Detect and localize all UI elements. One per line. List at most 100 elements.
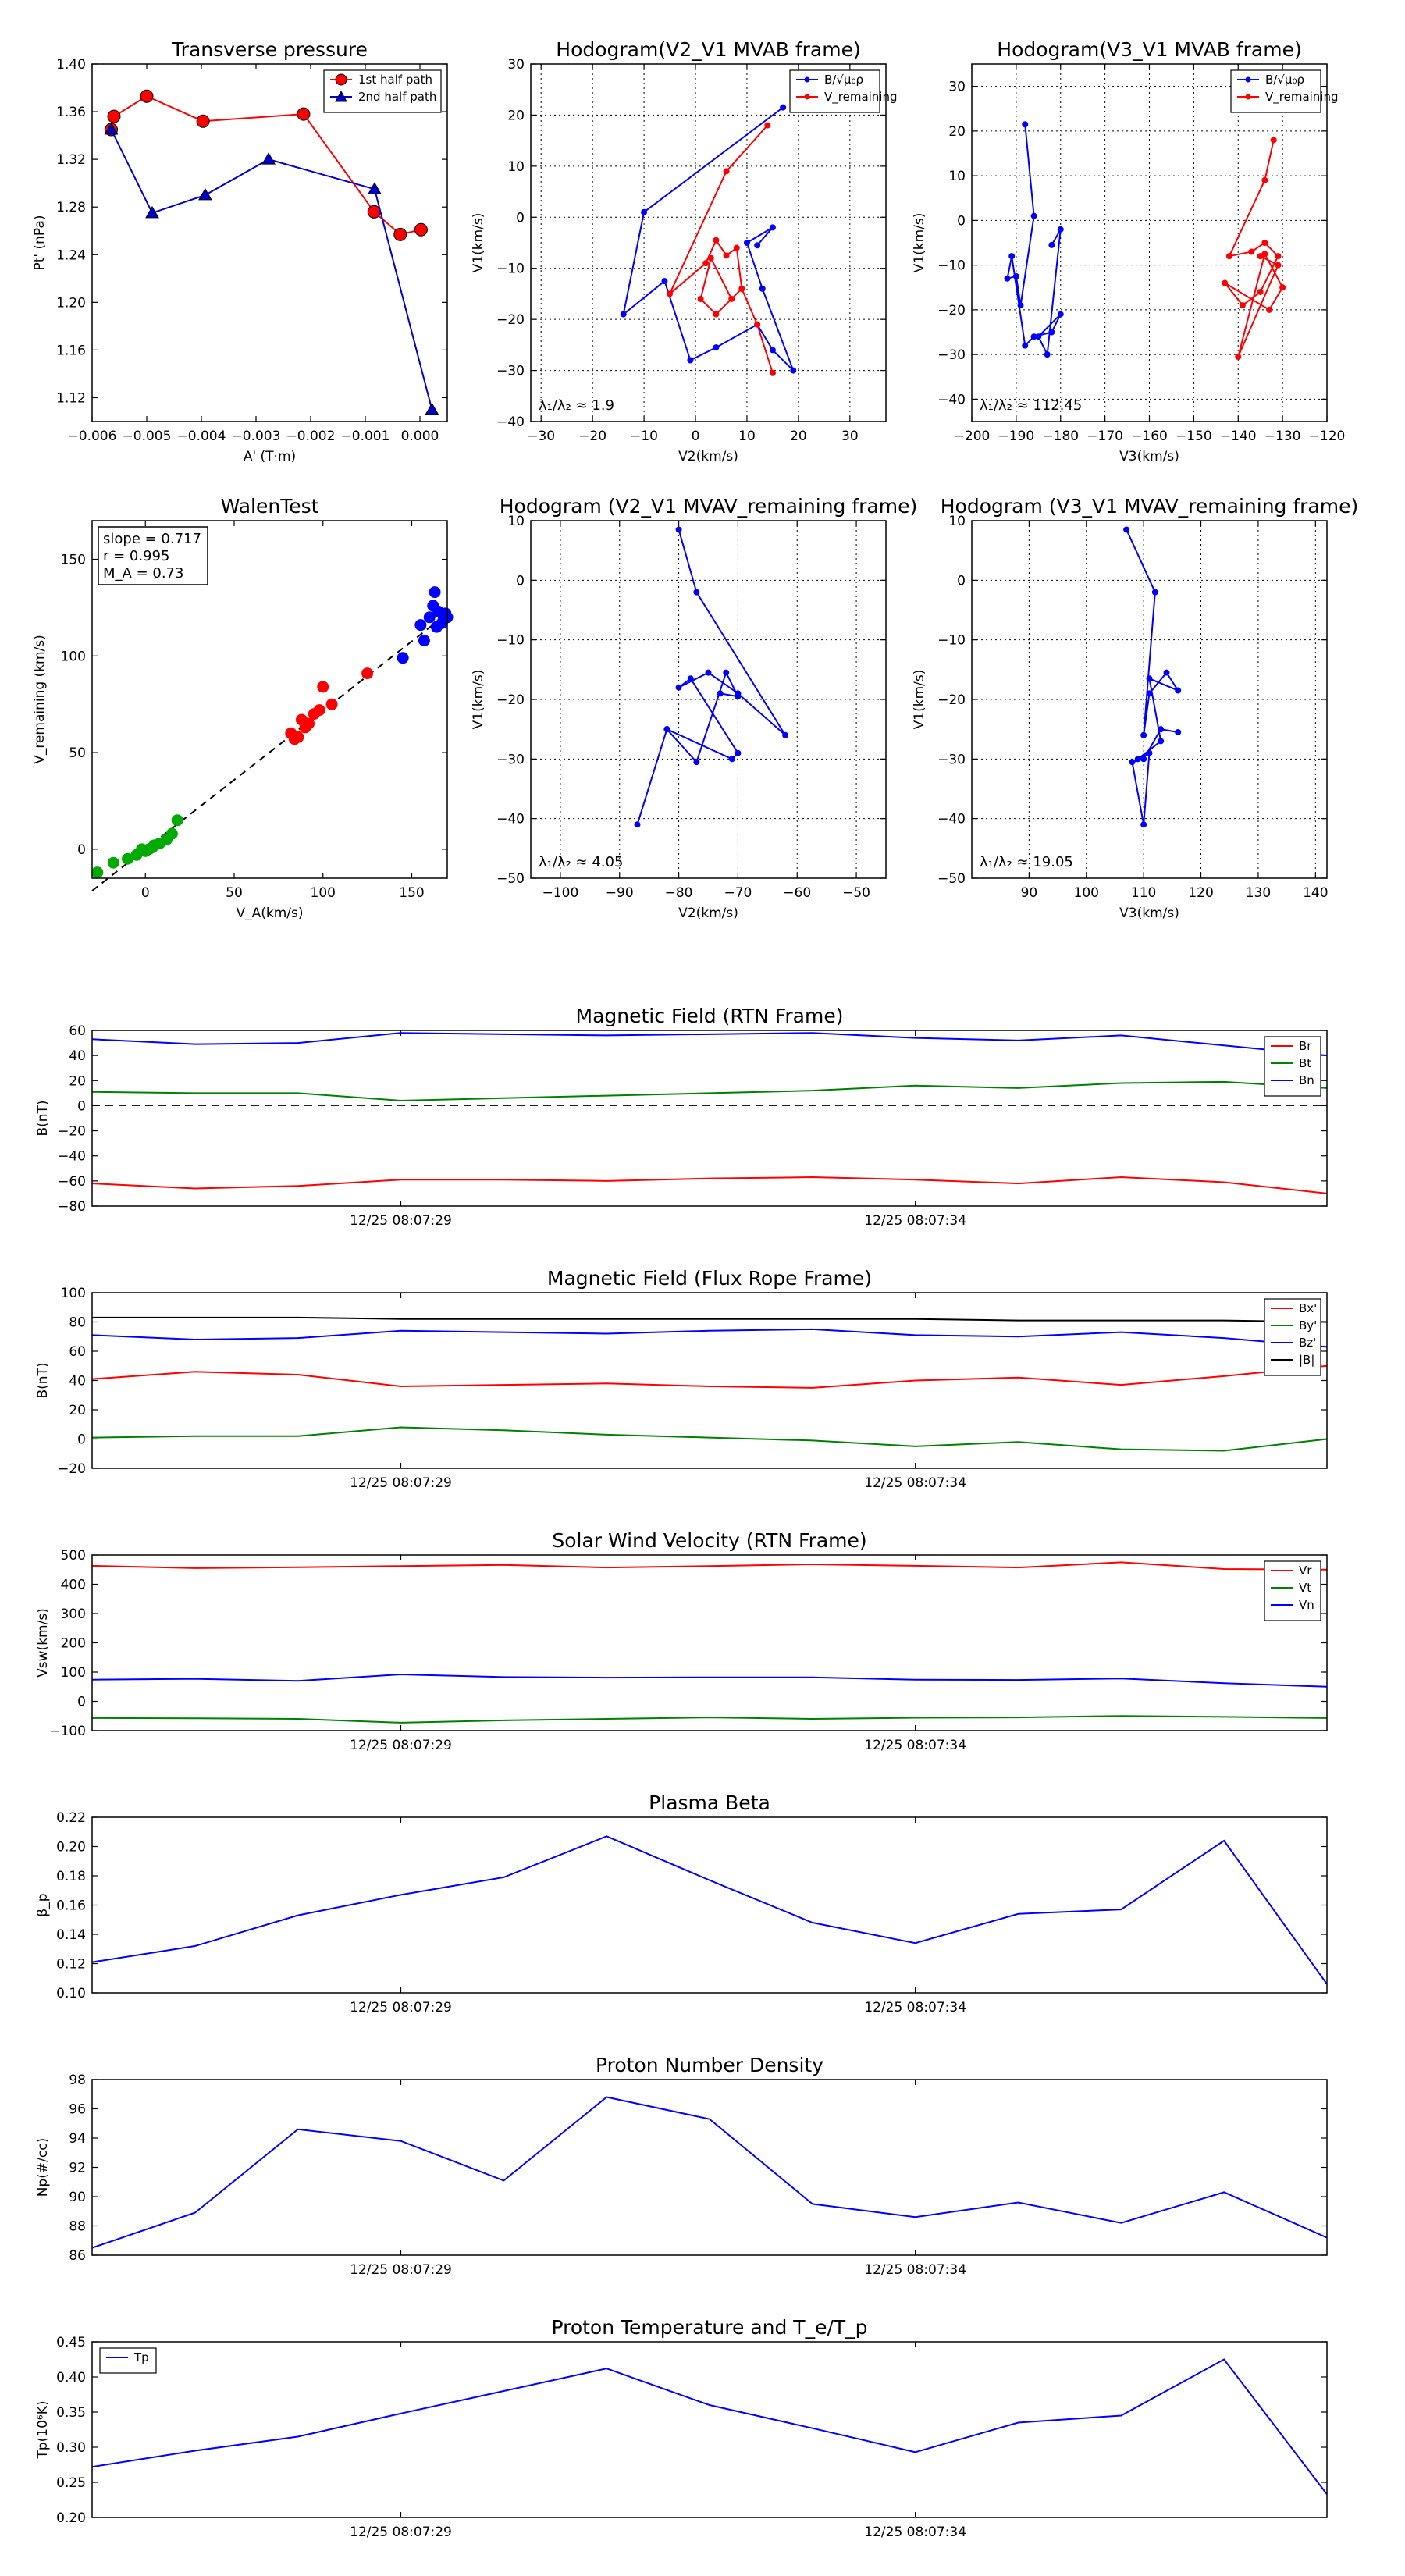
y-tick-label: 0.45 (56, 2335, 86, 2350)
legend-label: |B| (1299, 1353, 1314, 1367)
series-line-Br (91, 1176, 1328, 1194)
y-tick-label: 0.35 (56, 2405, 86, 2421)
chart-c2: Hodogram(V2_V1 MVAB frame) −30 −20 −10 0 10 20… (471, 38, 898, 464)
data-point (1140, 731, 1147, 738)
data-point (723, 252, 730, 259)
data-point (1225, 253, 1232, 260)
data-point (1279, 284, 1286, 291)
plot-frame (530, 63, 887, 422)
x-tick-label: −160 (1131, 429, 1168, 444)
y-tick-label: −40 (937, 392, 966, 407)
data-point (661, 278, 668, 285)
data-point (713, 237, 720, 244)
data-point (723, 168, 730, 175)
legend-label: Bz' (1299, 1336, 1316, 1350)
x-tick-label: −30 (527, 429, 555, 444)
x-tick-label: −140 (1220, 429, 1257, 444)
y-tick-label: 0.12 (56, 1957, 86, 1973)
data-point (145, 205, 159, 219)
plot-frame (91, 520, 448, 879)
x-tick-label: −10 (630, 429, 658, 444)
data-point (1048, 241, 1055, 248)
stats-box-frame (98, 526, 208, 585)
x-tick-label: −200 (954, 429, 991, 444)
series-line-V_remaining (1224, 140, 1284, 358)
y-tick-label: −20 (496, 692, 525, 708)
chart-title: Proton Temperature and T_e/T_p (551, 2316, 867, 2339)
data-point (107, 856, 119, 869)
legend-marker (804, 94, 810, 100)
data-point (1239, 302, 1246, 309)
data-point (91, 866, 104, 879)
x-tick-label: 12/25 08:07:34 (864, 1738, 966, 1753)
y-tick-label: 0.25 (56, 2475, 86, 2491)
chart-title: Magnetic Field (Flux Rope Frame) (547, 1267, 872, 1290)
y-axis-label: B(nT) (35, 1100, 51, 1136)
y-tick-label: −20 (937, 692, 966, 708)
y-tick-label: 98 (69, 2073, 86, 2088)
y-tick-label: 0 (516, 573, 525, 589)
x-axis-label: V2(km/s) (678, 906, 738, 921)
y-tick-label: 0.30 (56, 2440, 86, 2456)
x-tick-label: 90 (1021, 885, 1038, 901)
y-tick-label: −50 (496, 871, 525, 887)
x-tick-label: −60 (783, 885, 811, 901)
y-tick-label: 88 (69, 2219, 86, 2235)
data-point (393, 227, 407, 241)
legend-box (1230, 69, 1321, 113)
y-tick-label: 0.16 (56, 1898, 86, 1914)
x-tick-label: −0.003 (232, 429, 281, 444)
data-point (317, 681, 329, 693)
data-point (1146, 675, 1153, 682)
x-tick-label: 12/25 08:07:29 (350, 1738, 452, 1753)
y-tick-label: 1.28 (56, 200, 86, 215)
data-point (1275, 253, 1282, 260)
y-tick-label: 0.20 (56, 2510, 86, 2526)
y-tick-label: −20 (58, 1124, 86, 1140)
y-tick-label: −10 (937, 258, 966, 274)
y-tick-label: 0 (957, 573, 966, 589)
series-line-V_remaining (669, 124, 774, 374)
series-line-V (1126, 529, 1180, 825)
data-point (1129, 759, 1136, 766)
data-point (620, 311, 627, 318)
data-point (1248, 248, 1255, 255)
data-point (1175, 728, 1182, 735)
legend-marker (1245, 94, 1251, 100)
data-point (136, 843, 148, 856)
y-tick-label: 1.16 (56, 343, 86, 358)
y-tick-label: −10 (496, 633, 525, 649)
x-tick-label: 20 (790, 429, 807, 444)
legend: B/√μ₀ρ V_remaining (1230, 69, 1339, 113)
x-axis-label: A' (T·m) (244, 449, 296, 464)
y-tick-label: 20 (507, 108, 525, 123)
x-tick-label: 12/25 08:07:34 (864, 2262, 966, 2278)
legend-label: Tp (133, 2350, 149, 2364)
y-tick-label: 40 (69, 1374, 86, 1389)
x-tick-label: −120 (1309, 429, 1346, 444)
legend-label: Bn (1299, 1073, 1314, 1087)
y-tick-label: −40 (496, 812, 525, 827)
y-tick-label: 10 (948, 169, 966, 184)
y-tick-label: 50 (69, 745, 86, 761)
y-tick-label: 0.40 (56, 2370, 86, 2386)
x-axis-label: V3(km/s) (1119, 906, 1179, 921)
plot-frame (91, 1816, 1328, 1994)
x-tick-label: 120 (1188, 885, 1213, 901)
stats-line: r = 0.995 (103, 548, 169, 564)
data-point (1030, 212, 1037, 219)
series-line-B/√μ₀ρ (1006, 124, 1062, 358)
x-tick-label: 12/25 08:07:34 (864, 1213, 966, 1229)
data-point (429, 586, 441, 599)
data-point (303, 717, 315, 730)
series-line-2nd half path (110, 129, 433, 410)
legend-marker (804, 76, 810, 83)
data-point (687, 675, 694, 682)
legend-label: Vr (1299, 1564, 1312, 1578)
data-point (743, 240, 750, 246)
data-point (1222, 279, 1229, 286)
x-tick-label: −0.006 (68, 429, 117, 444)
chart-c10: Plasma Beta 12/25 08:07:29 12/25 08:07:34 0… (35, 1791, 1328, 2016)
y-tick-label: 100 (61, 649, 86, 664)
legend: Br Bt Bn (1264, 1036, 1321, 1097)
